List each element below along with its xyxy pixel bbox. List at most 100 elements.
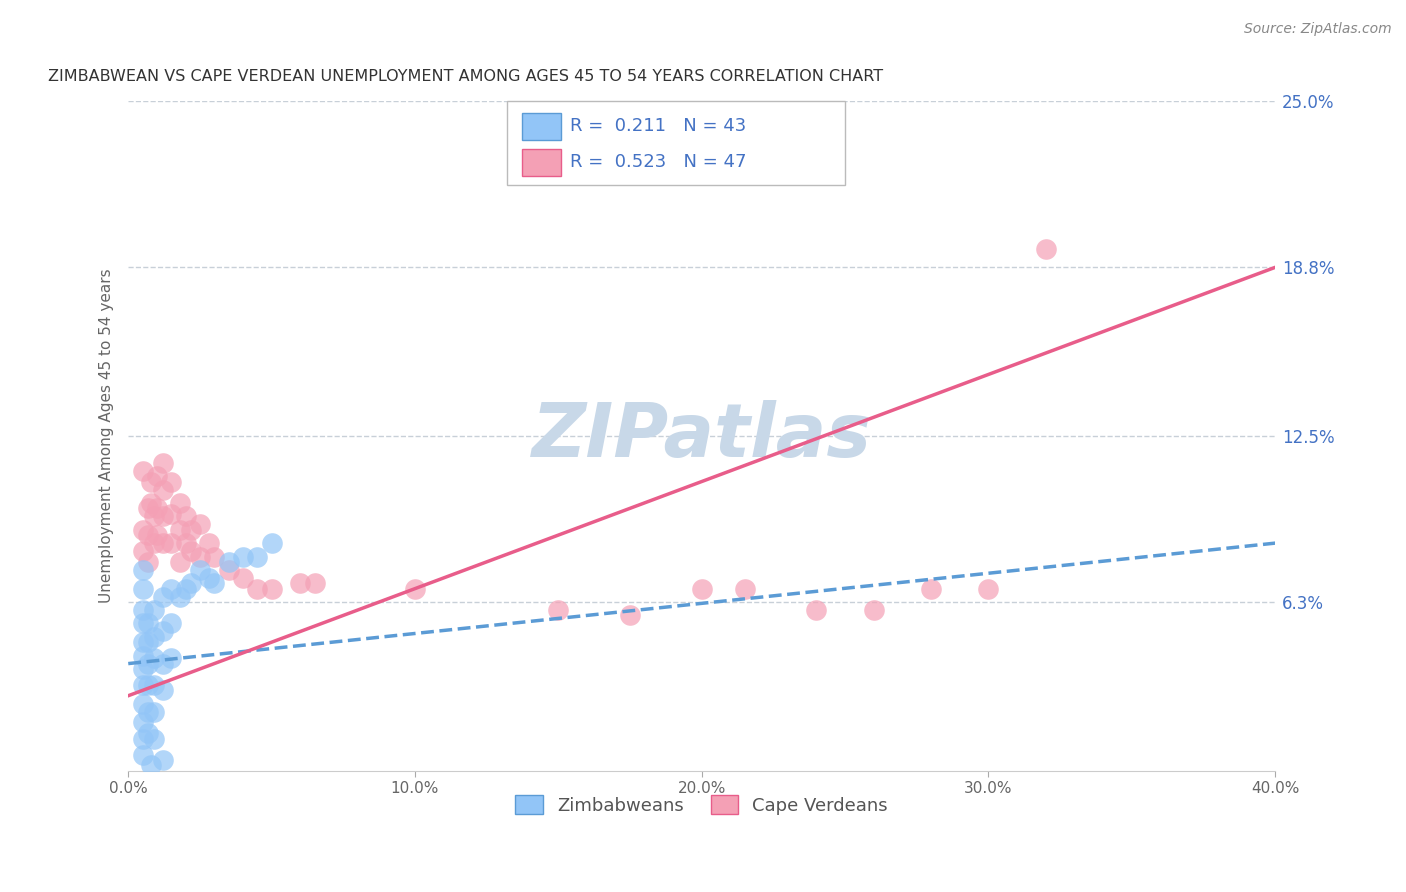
Point [160, 507, 183, 521]
Point [180, 544, 202, 558]
Point [246, 582, 269, 596]
Point [160, 616, 183, 631]
Point [141, 475, 163, 489]
Point [136, 616, 159, 631]
Point [136, 726, 159, 740]
FancyBboxPatch shape [522, 113, 561, 140]
Point [734, 582, 756, 596]
Point [146, 528, 169, 542]
Point [152, 509, 174, 524]
Point [131, 662, 153, 676]
Point [143, 536, 166, 550]
Point [143, 678, 166, 692]
Point [131, 544, 153, 558]
Point [180, 523, 202, 537]
Point [197, 536, 219, 550]
Legend: Zimbabweans, Cape Verdeans: Zimbabweans, Cape Verdeans [508, 789, 896, 822]
Point [188, 563, 211, 577]
Point [169, 555, 191, 569]
Point [304, 576, 326, 591]
Point [152, 456, 174, 470]
Point [977, 582, 1000, 596]
Point [174, 582, 197, 596]
Point [152, 657, 174, 671]
Point [160, 651, 183, 665]
Point [143, 705, 166, 719]
Point [547, 603, 569, 617]
Point [131, 648, 153, 663]
Point [232, 549, 254, 564]
Point [152, 683, 174, 698]
Text: R =  0.211   N = 43: R = 0.211 N = 43 [569, 117, 747, 136]
Point [131, 715, 153, 730]
Point [202, 549, 225, 564]
Point [152, 590, 174, 604]
Point [218, 563, 240, 577]
Text: ZIPatlas: ZIPatlas [531, 400, 872, 473]
Point [169, 590, 191, 604]
Point [160, 536, 183, 550]
Point [136, 528, 159, 542]
Point [131, 563, 153, 577]
Point [152, 483, 174, 497]
Point [136, 501, 159, 516]
Point [143, 630, 166, 644]
Point [180, 576, 202, 591]
Point [202, 576, 225, 591]
Text: Source: ZipAtlas.com: Source: ZipAtlas.com [1244, 22, 1392, 37]
Point [169, 523, 191, 537]
Point [174, 509, 197, 524]
Point [232, 571, 254, 585]
Point [862, 603, 884, 617]
Text: ZIMBABWEAN VS CAPE VERDEAN UNEMPLOYMENT AMONG AGES 45 TO 54 YEARS CORRELATION CH: ZIMBABWEAN VS CAPE VERDEAN UNEMPLOYMENT … [48, 69, 883, 84]
Point [131, 678, 153, 692]
Point [920, 582, 942, 596]
FancyBboxPatch shape [506, 102, 845, 185]
Point [131, 616, 153, 631]
Point [136, 678, 159, 692]
Point [152, 536, 174, 550]
Point [143, 651, 166, 665]
Point [146, 501, 169, 516]
Point [160, 475, 183, 489]
Point [174, 536, 197, 550]
Point [806, 603, 828, 617]
Point [690, 582, 713, 596]
Point [188, 549, 211, 564]
Point [136, 635, 159, 649]
Point [131, 747, 153, 762]
Point [404, 582, 426, 596]
Point [141, 758, 163, 772]
Point [131, 464, 153, 478]
Point [131, 731, 153, 746]
Point [169, 496, 191, 510]
Point [218, 555, 240, 569]
Point [260, 582, 283, 596]
Point [197, 571, 219, 585]
Point [146, 469, 169, 483]
Point [152, 753, 174, 767]
Point [136, 657, 159, 671]
Y-axis label: Unemployment Among Ages 45 to 54 years: Unemployment Among Ages 45 to 54 years [100, 268, 114, 603]
Point [152, 624, 174, 639]
Text: R =  0.523   N = 47: R = 0.523 N = 47 [569, 153, 747, 171]
Point [290, 576, 312, 591]
Point [131, 635, 153, 649]
Point [143, 509, 166, 524]
Point [131, 603, 153, 617]
Point [141, 496, 163, 510]
Point [143, 603, 166, 617]
Point [131, 697, 153, 711]
Point [160, 582, 183, 596]
FancyBboxPatch shape [522, 149, 561, 176]
Point [131, 523, 153, 537]
Point [136, 705, 159, 719]
Point [1035, 242, 1057, 256]
Point [246, 549, 269, 564]
Point [260, 536, 283, 550]
Point [188, 517, 211, 532]
Point [619, 608, 641, 623]
Point [143, 731, 166, 746]
Point [136, 555, 159, 569]
Point [131, 582, 153, 596]
